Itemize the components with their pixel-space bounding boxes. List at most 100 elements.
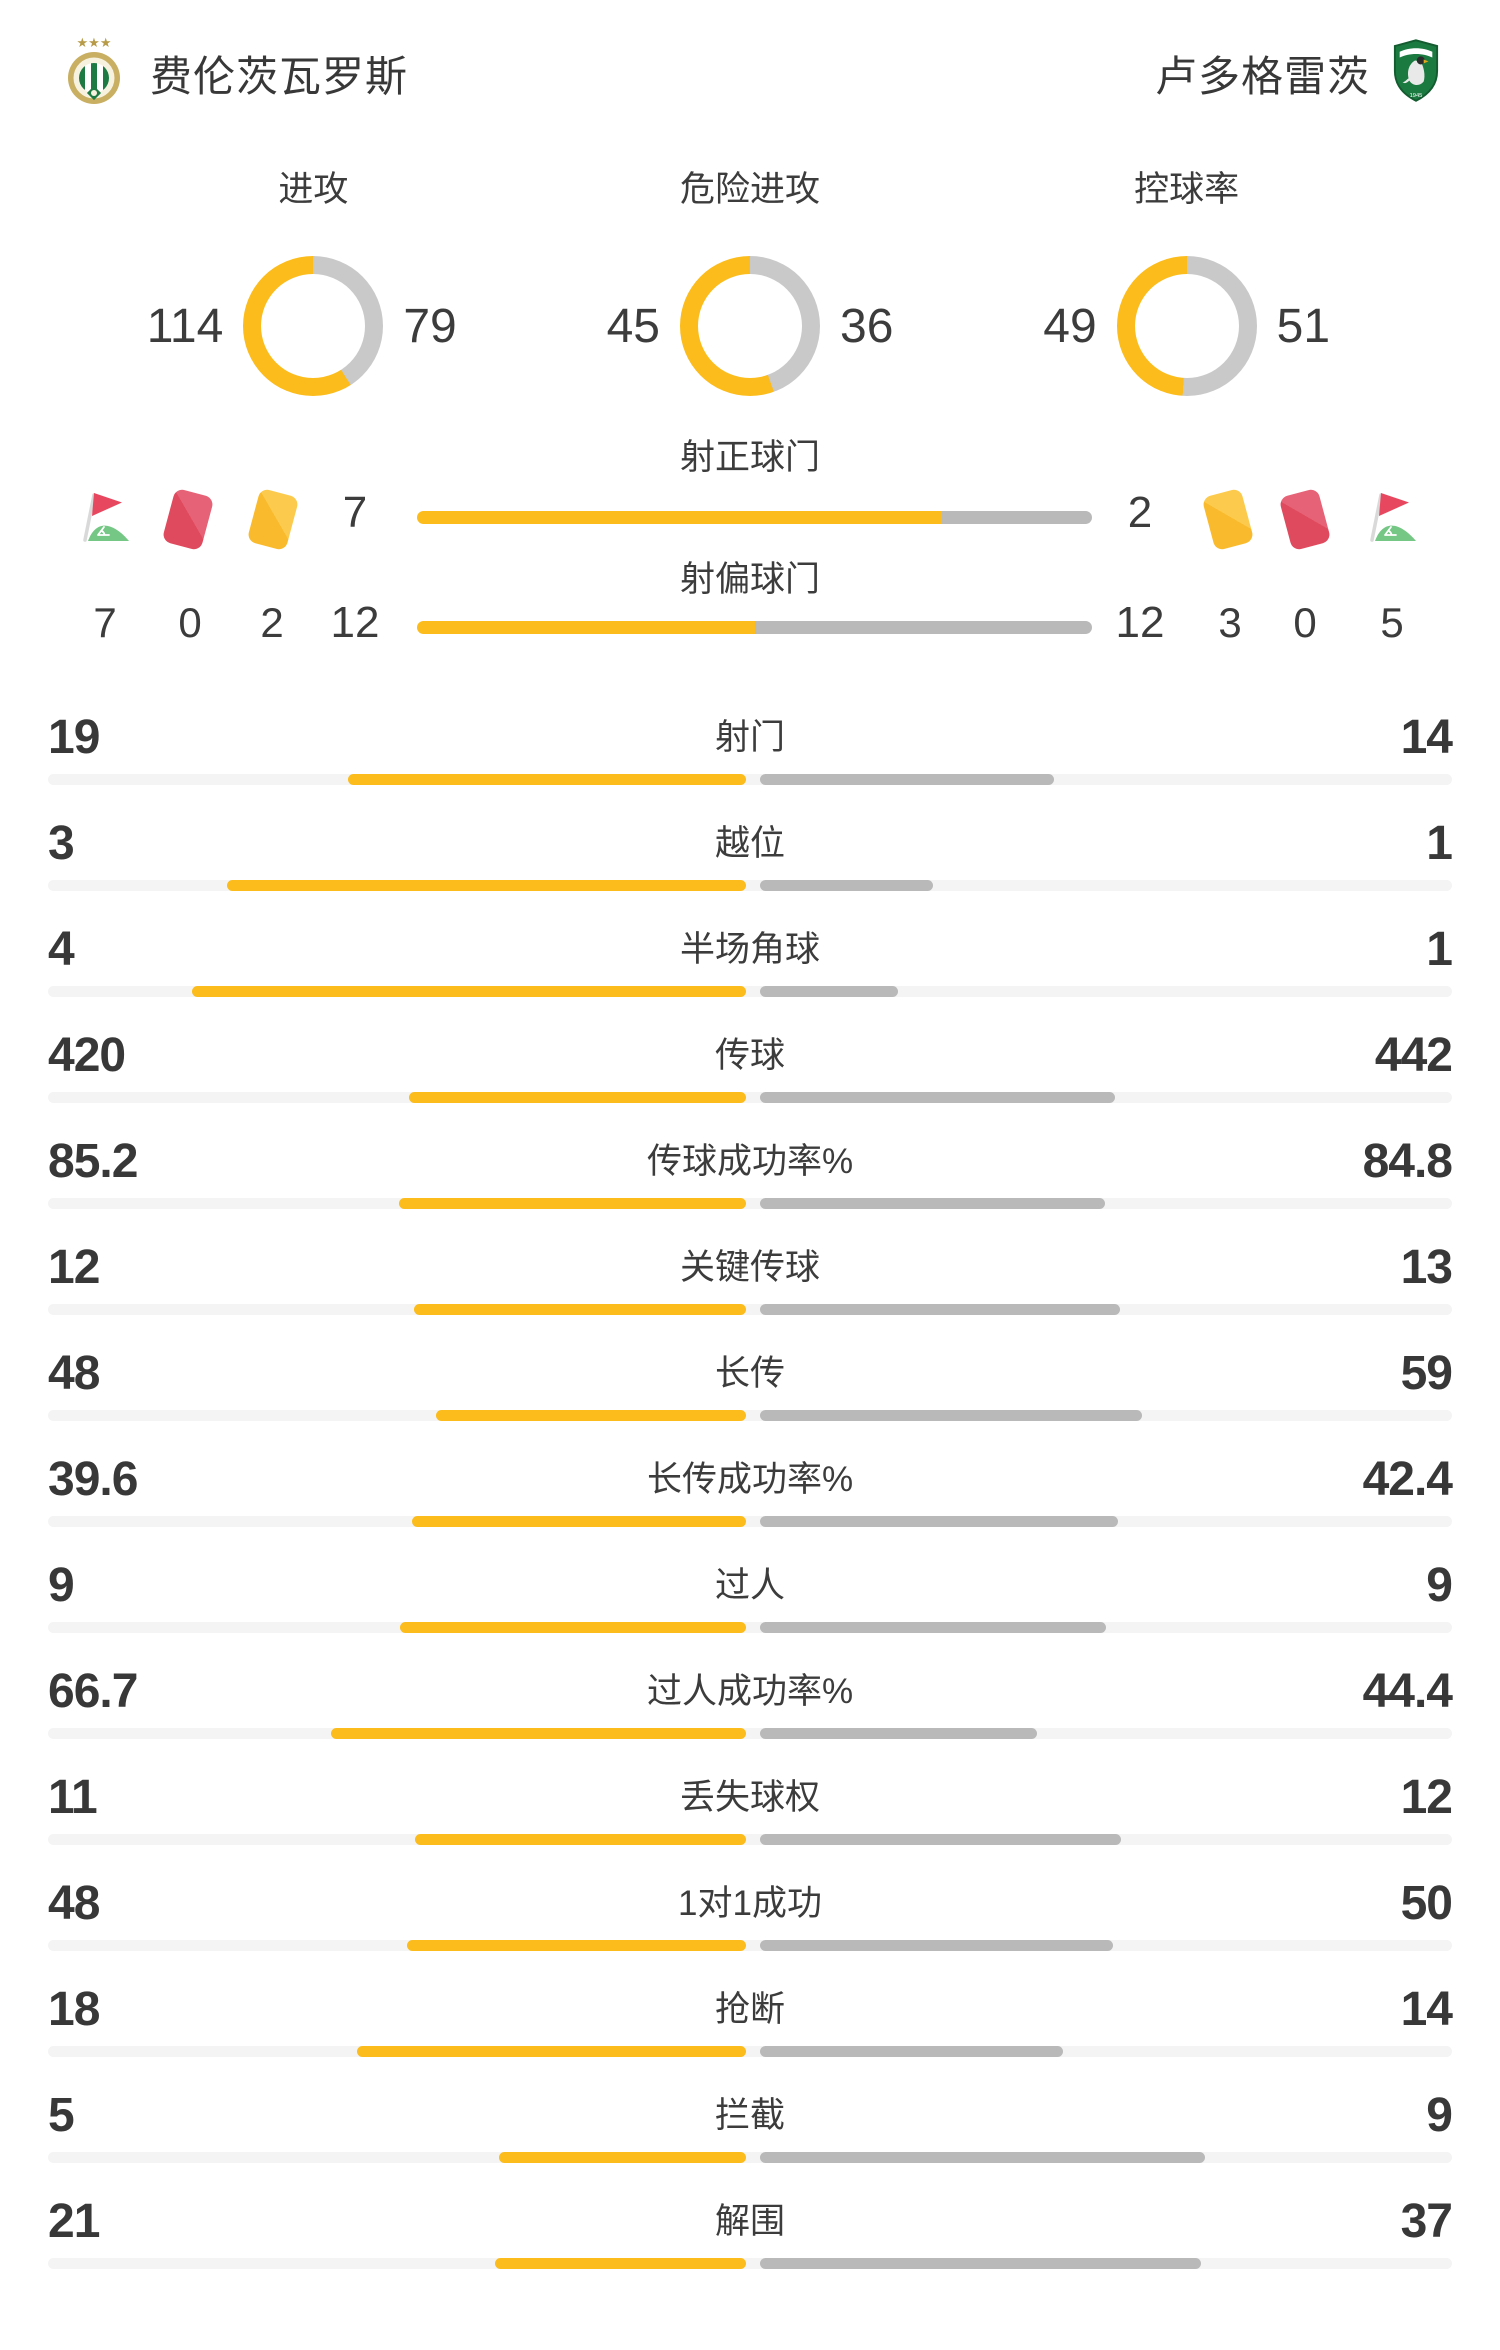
donut-2: 危险进攻 45 36 [532,168,969,396]
home-red-cards-count: 0 [178,599,202,646]
stat-away-value: 12 [1400,1771,1453,1824]
shots-row-title: 射偏球门 [679,560,820,599]
stat-name: 关键传球 [679,1248,820,1287]
donut-ring [243,256,384,396]
stat-bar-track [48,1728,1452,1739]
stat-bar-away [760,880,933,891]
donut-1: 进攻 114 79 [95,168,532,396]
donut-home-value: 49 [1043,299,1097,353]
corner-flag-icon [75,488,131,550]
stat-away-value: 84.8 [1362,1135,1453,1188]
stat-name: 越位 [714,824,785,863]
stat-bar-track [48,1622,1452,1633]
stat-name: 半场角球 [679,930,820,969]
stat-bar-home [348,774,746,785]
away-team-name: 卢多格雷茨 [1154,52,1370,100]
stat-name: 长传 [714,1354,785,1393]
stat-home-value: 18 [48,1983,100,2036]
stat-row-head: 5 拦截 9 [0,2088,1500,2144]
stat-bar-away [760,2258,1201,2269]
stat-row: 4 半场角球 1 [0,910,1500,1016]
stat-home-value: 12 [48,1241,100,1294]
stat-name: 长传成功率% [646,1460,854,1499]
stat-bar-home [192,986,746,997]
stat-row: 85.2 传球成功率% 84.8 [0,1122,1500,1228]
shots-row-title: 射正球门 [679,438,820,477]
stats-section: 19 射门 14 3 越位 1 4 半场角球 1 420 传球 442 85.2 传球成功率% 84.8 12… [0,698,1500,2288]
stat-bar-home [499,2152,746,2163]
stat-away-value: 9 [1426,2089,1453,2142]
stat-bar-home [409,1092,746,1103]
stat-bar-away [760,774,1054,785]
shots-away-value: 12 [1115,598,1165,647]
shots-bar [417,511,1092,524]
shots-bar-home [417,511,942,524]
donut-section: 进攻 114 79 危险进攻 45 36 控球率 49 51 [0,168,1500,396]
stat-home-value: 66.7 [48,1665,138,1718]
stat-away-value: 1 [1426,923,1453,976]
stat-row: 48 1对1成功 50 [0,1864,1500,1970]
stat-name: 抢断 [714,1990,785,2029]
stat-row: 9 过人 9 [0,1546,1500,1652]
stat-bar-home [399,1198,746,1209]
shots-away-value: 2 [1127,488,1153,537]
donut-3: 控球率 49 51 [968,168,1405,396]
stat-row: 21 解围 37 [0,2182,1500,2288]
stat-name: 解围 [714,2202,785,2241]
stat-home-value: 5 [48,2089,75,2142]
stat-bar-away [760,1728,1037,1739]
red-card-shape [161,487,215,551]
stat-away-value: 59 [1400,1347,1453,1400]
stat-bar-track [48,2258,1452,2269]
stat-home-value: 48 [48,1347,100,1400]
stat-away-value: 13 [1400,1241,1453,1294]
stat-away-value: 1 [1426,817,1453,870]
stat-bar-home [436,1410,746,1421]
stat-home-value: 3 [48,817,75,870]
donut-away-value: 36 [840,299,894,353]
home-team: ★★★ 费伦茨瓦罗斯 [60,35,408,112]
stat-name: 传球成功率% [646,1142,854,1181]
stat-bar-track [48,880,1452,891]
shots-bar-away [942,511,1092,524]
stat-row: 11 丢失球权 12 [0,1758,1500,1864]
stat-bar-away [760,1622,1106,1633]
stat-home-value: 39.6 [48,1453,138,1506]
stat-bar-track [48,1940,1452,1951]
stat-away-value: 9 [1426,1559,1453,1612]
stat-home-value: 4 [48,923,75,976]
stat-name: 过人 [714,1566,785,1605]
stat-row: 19 射门 14 [0,698,1500,804]
stat-row-head: 19 射门 14 [0,710,1500,766]
yellow-card-shape [246,487,300,551]
stat-away-value: 50 [1400,1877,1453,1930]
stat-bar-track [48,986,1452,997]
stat-bar-home [415,1834,746,1845]
stat-row-head: 85.2 传球成功率% 84.8 [0,1134,1500,1190]
stat-bar-away [760,2152,1205,2163]
home-corners-count: 7 [93,599,117,646]
stat-name: 传球 [714,1036,785,1075]
shots-section: 射正球门 7 2 射偏球门 7 0 2 12 12 3 0 5 [0,396,1500,694]
stat-name: 射门 [714,718,785,757]
yellow-card-icon [245,487,301,551]
header: ★★★ 费伦茨瓦罗斯 [0,0,1500,110]
stat-bar-home [357,2046,746,2057]
stat-home-value: 21 [48,2195,100,2248]
stat-bar-away [760,1516,1118,1527]
stat-bar-away [760,1834,1121,1845]
stat-bar-away [760,2046,1063,2057]
home-logo-stars: ★★★ [77,35,112,50]
red-card-shape [1278,487,1332,551]
stat-away-value: 42.4 [1362,1453,1453,1506]
stat-name: 1对1成功 [678,1884,822,1923]
stat-away-value: 442 [1374,1029,1453,1082]
stat-bar-home [407,1940,746,1951]
donut-title: 危险进攻 [680,170,821,209]
stat-row: 66.7 过人成功率% 44.4 [0,1652,1500,1758]
stat-row: 39.6 长传成功率% 42.4 [0,1440,1500,1546]
away-red-cards-count: 0 [1293,599,1317,646]
stat-row-head: 3 越位 1 [0,816,1500,872]
stat-bar-home [495,2258,746,2269]
